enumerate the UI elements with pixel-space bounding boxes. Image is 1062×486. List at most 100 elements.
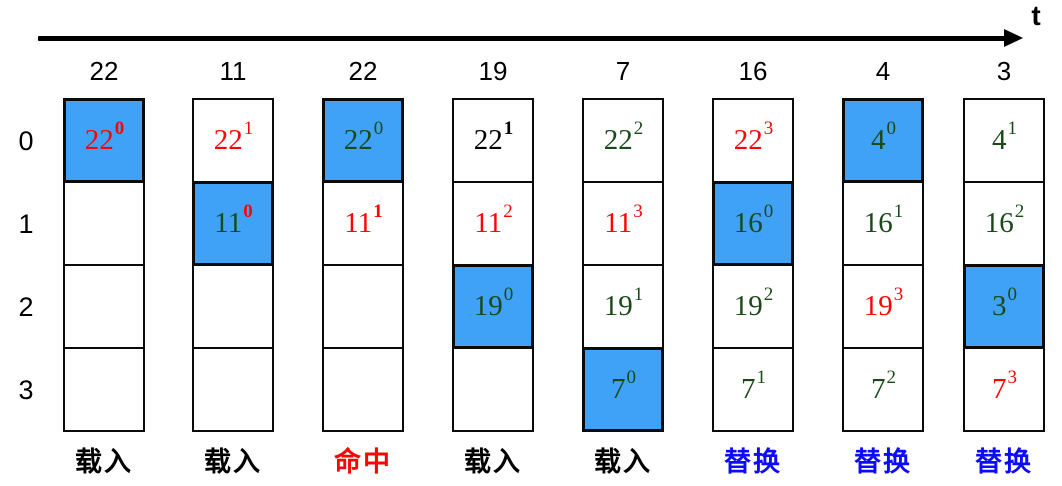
lru-column: 19 221 112 190 载入: [452, 0, 534, 486]
age-counter-superscript: 3: [633, 201, 643, 223]
age-counter-superscript: 2: [633, 118, 644, 140]
lru-column: 7 222 113 191 70 载入: [582, 0, 664, 486]
frame-cells: 223 160 192 71: [712, 98, 794, 432]
frame-cell: 191: [582, 264, 664, 349]
age-counter-superscript: 0: [114, 118, 125, 140]
page-entry: 73: [992, 368, 1017, 405]
timeline-label: t: [1031, 0, 1041, 31]
page-entry: 40: [871, 119, 896, 155]
column-header-page-number: 19: [478, 56, 508, 86]
page-number: 19: [473, 290, 503, 322]
page-number: 16: [984, 207, 1014, 239]
age-counter-superscript: 0: [1007, 284, 1018, 306]
page-entry: 220: [84, 119, 125, 156]
action-label: 载入: [594, 447, 652, 477]
lru-column: 11 221 110 载入: [192, 0, 274, 486]
row-label: 3: [18, 375, 34, 405]
page-number: 22: [213, 124, 243, 156]
page-number: 11: [604, 207, 633, 239]
page-entry: 70: [611, 368, 636, 405]
frame-cell: 223: [712, 98, 794, 183]
page-number: 22: [343, 124, 373, 156]
page-entry: 30: [992, 285, 1017, 321]
page-number: 11: [344, 207, 373, 239]
action-label: 载入: [204, 447, 262, 477]
lru-column: 4 40 161 193 72 替换: [842, 0, 924, 486]
column-header-page-number: 16: [738, 56, 768, 86]
age-counter-superscript: 1: [503, 118, 514, 140]
page-entry: 193: [864, 285, 904, 321]
frame-cell: 30: [963, 264, 1045, 349]
page-entry: 161: [863, 202, 904, 239]
age-counter-superscript: 1: [893, 201, 904, 223]
page-entry: 221: [473, 119, 514, 156]
page-number: 7: [992, 373, 1007, 405]
frame-cell: 162: [963, 181, 1045, 266]
frame-cell: 40: [842, 98, 924, 183]
age-counter-superscript: 2: [763, 284, 774, 306]
age-counter-superscript: 1: [373, 201, 383, 223]
frame-cells: 221 110: [192, 98, 274, 432]
row-label: 0: [18, 126, 34, 156]
page-number: 22: [84, 124, 114, 156]
page-entry: 160: [733, 202, 774, 239]
page-number: 7: [871, 373, 886, 405]
frame-cell: 190: [452, 264, 534, 349]
column-header-page-number: 22: [348, 56, 378, 86]
frame-cell: 72: [842, 347, 924, 432]
page-entry: 162: [984, 202, 1025, 239]
row-label: 1: [18, 209, 34, 239]
age-counter-superscript: 3: [763, 118, 774, 140]
page-number: 4: [992, 124, 1007, 156]
frame-cell-empty: [452, 347, 534, 432]
page-number: 11: [474, 207, 503, 239]
frame-cell: 221: [192, 98, 274, 183]
age-counter-superscript: 2: [503, 201, 513, 223]
column-header-page-number: 4: [875, 56, 891, 86]
age-counter-superscript: 0: [763, 201, 774, 223]
page-entry: 220: [343, 119, 384, 156]
timeline-arrowhead-icon: [1004, 29, 1023, 47]
frame-cell-empty: [63, 347, 145, 432]
column-header-page-number: 3: [996, 56, 1012, 86]
frame-cell: 193: [842, 264, 924, 349]
page-number: 16: [863, 207, 893, 239]
page-entry: 71: [741, 368, 766, 404]
page-entry: 112: [474, 202, 512, 239]
page-number: 7: [611, 373, 626, 405]
frame-cell: 221: [452, 98, 534, 183]
frame-cell: 112: [452, 181, 534, 266]
page-number: 19: [733, 290, 763, 322]
frame-cell: 220: [322, 98, 404, 183]
frame-cell: 192: [712, 264, 794, 349]
column-header-page-number: 7: [615, 56, 631, 86]
frame-cell: 222: [582, 98, 664, 183]
age-counter-superscript: 3: [1007, 367, 1018, 389]
frame-cell: 70: [582, 347, 664, 432]
frame-cell: 73: [963, 347, 1045, 432]
age-counter-superscript: 1: [243, 118, 254, 140]
age-counter-superscript: 2: [886, 367, 897, 389]
page-number: 16: [733, 207, 763, 239]
page-entry: 222: [603, 119, 644, 156]
frame-cell: 160: [712, 181, 794, 266]
page-entry: 191: [604, 285, 644, 321]
lru-column: 22 220 111 命中: [322, 0, 404, 486]
page-entry: 190: [473, 285, 514, 322]
frame-cells: 40 161 193 72: [842, 98, 924, 432]
page-entry: 110: [214, 202, 252, 239]
page-number: 22: [603, 124, 633, 156]
frame-cell: 113: [582, 181, 664, 266]
lru-column: 16 223 160 192 71 替换: [712, 0, 794, 486]
action-label: 载入: [464, 447, 522, 477]
action-label: 替换: [724, 447, 782, 477]
frame-cell-empty: [192, 347, 274, 432]
page-number: 22: [733, 124, 763, 156]
page-number: 11: [214, 207, 243, 239]
page-number: 22: [473, 124, 503, 156]
frame-cell: 41: [963, 98, 1045, 183]
row-label: 2: [18, 292, 34, 322]
page-entry: 111: [344, 202, 382, 239]
frame-cells: 220: [63, 98, 145, 432]
action-label: 命中: [334, 447, 392, 477]
